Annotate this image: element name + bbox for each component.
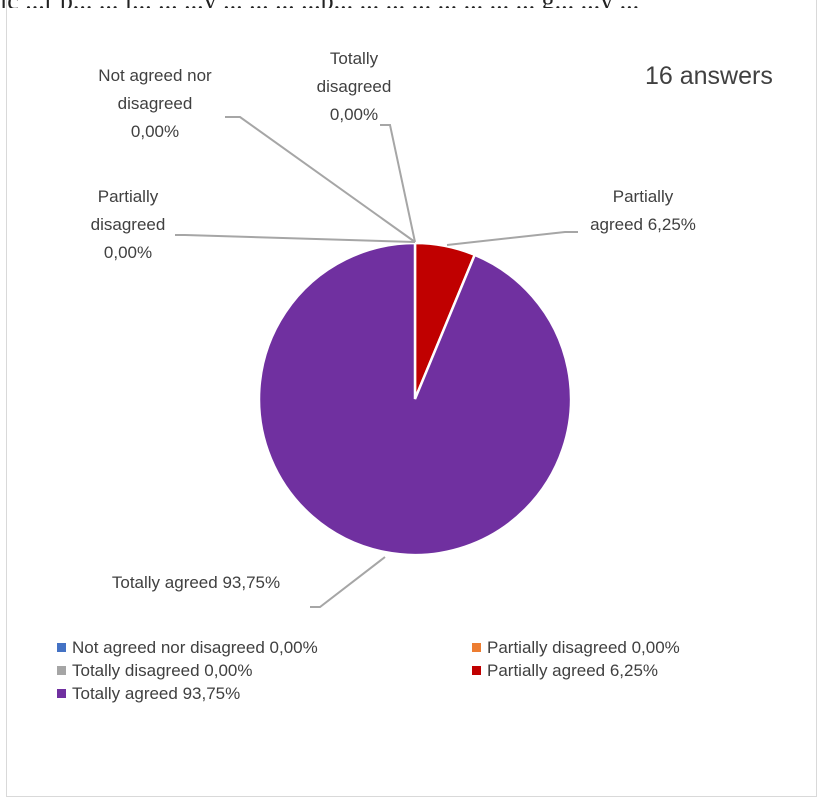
legend-label: Partially agreed 6,25% (487, 661, 659, 680)
data-label-line: Totally agreed 93,75% (112, 573, 280, 592)
leader-line (380, 124, 416, 243)
legend-swatch (472, 666, 481, 675)
leader-line (225, 116, 416, 243)
data-label-line: disagreed (91, 215, 166, 234)
leader-line (446, 231, 578, 246)
data-label-totally-disagreed: Totally disagreed 0,00% (317, 49, 392, 124)
legend-item-partially-agreed: Partially agreed 6,25% (472, 661, 658, 681)
data-label-line: Partially (613, 187, 674, 206)
data-label-line: disagreed (118, 94, 193, 113)
data-label-totally-agreed: Totally agreed 93,75% (112, 573, 280, 592)
leader-line (310, 556, 386, 608)
data-label-not-agreed-nor-disagreed: Not agreed nor disagreed 0,00% (98, 66, 212, 141)
legend-swatch (57, 643, 66, 652)
legend-label: Partially disagreed 0,00% (487, 638, 680, 657)
chart-frame (6, 0, 817, 797)
legend-item-totally-disagreed: Totally disagreed 0,00% (57, 661, 253, 681)
legend-label: Totally agreed 93,75% (72, 684, 241, 703)
data-label-line: 0,00% (131, 122, 179, 141)
data-label-partially-agreed: Partially agreed 6,25% (590, 187, 696, 234)
legend-swatch (57, 666, 66, 675)
data-label-partially-disagreed: Partially disagreed 0,00% (91, 187, 166, 262)
leader-lines (175, 116, 578, 608)
legend-item-totally-agreed: Totally agreed 93,75% (57, 684, 240, 704)
legend-item-not-agreed: Not agreed nor disagreed 0,00% (57, 638, 318, 658)
legend-label: Not agreed nor disagreed 0,00% (72, 638, 318, 657)
cropped-text: ic ...r p... ... l... ... ...y ... ... .… (0, 0, 639, 8)
legend-swatch (57, 689, 66, 698)
pie-slice-totally-agreed (257, 241, 573, 557)
data-label-line: 0,00% (330, 105, 378, 124)
leader-line (175, 234, 416, 243)
legend-item-partially-disagreed: Partially disagreed 0,00% (472, 638, 680, 658)
data-label-line: agreed 6,25% (590, 215, 696, 234)
cropped-text-top: ic ...r p... ... l... ... ...y ... ... .… (0, 0, 823, 8)
data-label-line: Not agreed nor (98, 66, 212, 85)
slice-labels: Not agreed nor disagreed 0,00% Partially dis… (91, 49, 696, 592)
chart-subtitle: 16 answers (645, 62, 773, 90)
data-label-line: 0,00% (104, 243, 152, 262)
legend-swatch (472, 643, 481, 652)
pie-slices (257, 241, 573, 557)
data-label-line: disagreed (317, 77, 392, 96)
legend-label: Totally disagreed 0,00% (72, 661, 253, 680)
data-label-line: Partially (98, 187, 159, 206)
data-label-line: Totally (330, 49, 379, 68)
